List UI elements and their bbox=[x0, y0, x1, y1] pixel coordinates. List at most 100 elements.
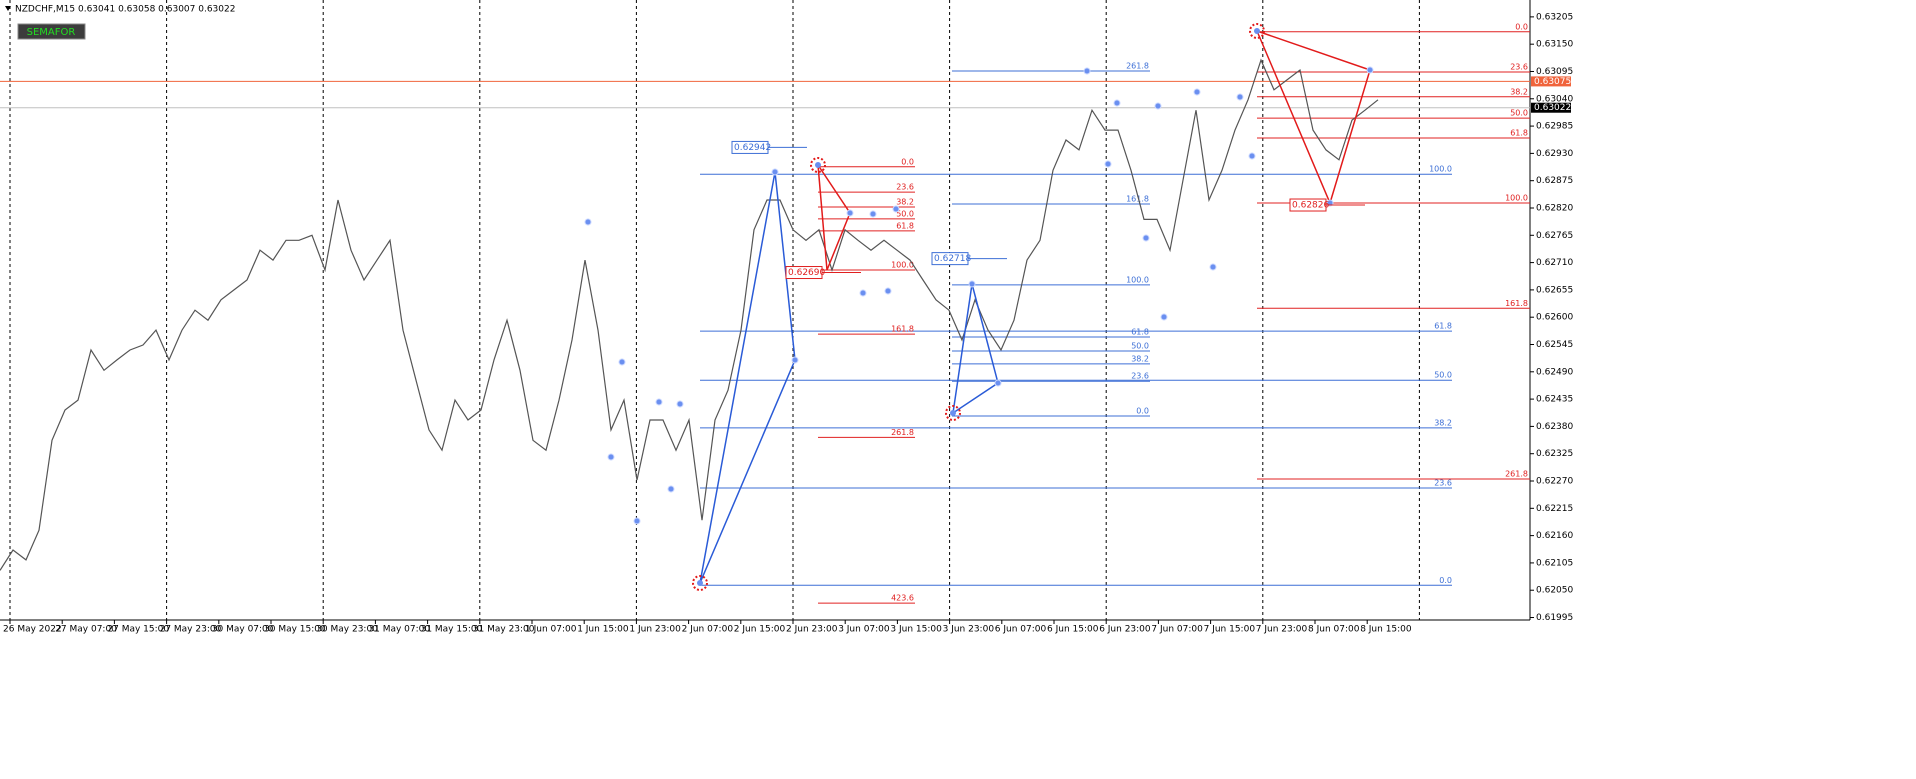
header: NZDCHF,M15 0.63041 0.63058 0.63007 0.630… bbox=[15, 5, 235, 15]
fib-label: 61.8 bbox=[896, 221, 914, 230]
semafor-dot bbox=[618, 358, 626, 366]
semafor-dot bbox=[584, 218, 592, 226]
price-level-tag bbox=[1531, 76, 1571, 87]
fib-label: 23.6 bbox=[896, 183, 914, 192]
y-tick-label: 0.63205 bbox=[1536, 12, 1573, 22]
x-tick-label: 8 Jun 15:00 bbox=[1360, 625, 1412, 635]
x-tick-label: 7 Jun 07:00 bbox=[1151, 625, 1203, 635]
fib-label: 50.0 bbox=[1131, 341, 1149, 350]
semafor-dot bbox=[1236, 93, 1244, 101]
semafor-dot bbox=[1083, 67, 1091, 75]
x-tick-label: 1 Jun 23:00 bbox=[629, 625, 681, 635]
fib-label: 23.6 bbox=[1131, 372, 1149, 381]
y-tick-label: 0.62050 bbox=[1536, 586, 1573, 596]
x-tick-label: 1 Jun 07:00 bbox=[525, 625, 577, 635]
semafor-star bbox=[810, 157, 826, 173]
semafor-dot bbox=[968, 280, 976, 288]
x-tick-label: 7 Jun 23:00 bbox=[1256, 625, 1308, 635]
fib-label: 0.0 bbox=[1515, 22, 1528, 31]
x-tick-label: 6 Jun 23:00 bbox=[1099, 625, 1151, 635]
fib-label: 38.2 bbox=[896, 197, 914, 206]
fib-label: 38.2 bbox=[1510, 87, 1528, 96]
semafor-dot bbox=[791, 356, 799, 364]
fib-label: 50.0 bbox=[896, 209, 914, 218]
fib-label: 38.2 bbox=[1131, 354, 1149, 363]
semafor-button[interactable] bbox=[17, 23, 86, 40]
y-tick-label: 0.62270 bbox=[1536, 477, 1573, 487]
semafor-dot bbox=[1154, 102, 1162, 110]
semafor-dot bbox=[633, 517, 641, 525]
x-tick-label: 3 Jun 23:00 bbox=[943, 625, 995, 635]
semafor-dot bbox=[1209, 263, 1217, 271]
semafor-dot bbox=[1104, 160, 1112, 168]
semafor-dot bbox=[1366, 66, 1374, 74]
fib-label: 23.6 bbox=[1510, 62, 1528, 71]
y-tick-label: 0.61995 bbox=[1536, 613, 1573, 623]
fib-label: 38.2 bbox=[1434, 418, 1452, 427]
y-tick-label: 0.62600 bbox=[1536, 313, 1573, 323]
x-tick-label: 31 May 23:00 bbox=[473, 625, 535, 635]
x-tick-label: 6 Jun 15:00 bbox=[1047, 625, 1099, 635]
y-tick-label: 0.62215 bbox=[1536, 504, 1573, 514]
x-tick-label: 31 May 07:00 bbox=[368, 625, 430, 635]
x-tick-label: 26 May 2022 bbox=[3, 625, 62, 635]
x-tick-label: 30 May 23:00 bbox=[316, 625, 378, 635]
semafor-core bbox=[697, 580, 703, 586]
price-tag-label: 0.62690 bbox=[788, 268, 825, 278]
y-tick-label: 0.62325 bbox=[1536, 449, 1573, 459]
semafor-dot bbox=[667, 485, 675, 493]
semafor-dot bbox=[1326, 199, 1334, 207]
fib-label: 0.0 bbox=[901, 157, 914, 166]
pattern bbox=[699, 171, 796, 584]
y-tick-label: 0.63095 bbox=[1536, 67, 1573, 77]
semafor-dot bbox=[892, 205, 900, 213]
x-tick-label: 2 Jun 15:00 bbox=[734, 625, 786, 635]
fib-label: 0.0 bbox=[1439, 576, 1452, 585]
x-tick-label: 6 Jun 07:00 bbox=[995, 625, 1047, 635]
fib-label: 100.0 bbox=[1505, 194, 1528, 203]
semafor-core bbox=[950, 410, 956, 416]
semafor-star bbox=[692, 575, 708, 591]
fib-label: 100.0 bbox=[1429, 165, 1452, 174]
fib-label: 423.6 bbox=[891, 594, 914, 603]
y-tick-label: 0.62985 bbox=[1536, 122, 1573, 132]
fib-label: 61.8 bbox=[1510, 128, 1528, 137]
x-tick-label: 31 May 15:00 bbox=[421, 625, 483, 635]
y-tick-label: 0.63040 bbox=[1536, 94, 1573, 104]
fib-label: 261.8 bbox=[1126, 61, 1149, 70]
fib-label: 50.0 bbox=[1434, 371, 1452, 380]
y-tick-label: 0.62380 bbox=[1536, 422, 1573, 432]
x-tick-label: 27 May 07:00 bbox=[55, 625, 117, 635]
x-tick-label: 2 Jun 23:00 bbox=[786, 625, 838, 635]
semafor-dot bbox=[1142, 234, 1150, 242]
semafor-dot bbox=[994, 379, 1002, 387]
y-tick-label: 0.62655 bbox=[1536, 285, 1573, 295]
x-tick-label: 27 May 15:00 bbox=[107, 625, 169, 635]
price-line bbox=[0, 58, 1379, 571]
fib-label: 100.0 bbox=[1126, 275, 1149, 284]
y-tick-label: 0.63150 bbox=[1536, 40, 1573, 50]
semafor-label[interactable]: SEMAFOR bbox=[27, 27, 76, 38]
semafor-dot bbox=[884, 287, 892, 295]
y-tick-label: 0.62930 bbox=[1536, 149, 1573, 159]
price-level-tag bbox=[1531, 102, 1571, 113]
fib-label: 0.0 bbox=[1136, 406, 1149, 415]
semafor-star bbox=[1249, 23, 1265, 39]
x-tick-label: 30 May 15:00 bbox=[264, 625, 326, 635]
semafor-dot bbox=[1248, 152, 1256, 160]
semafor-dot bbox=[607, 453, 615, 461]
pattern bbox=[952, 283, 999, 415]
semafor-dot bbox=[846, 209, 854, 217]
x-tick-label: 7 Jun 15:00 bbox=[1204, 625, 1256, 635]
fib-label: 23.6 bbox=[1434, 478, 1452, 487]
semafor-star bbox=[945, 405, 961, 421]
price-level-label: 0.63022 bbox=[1534, 103, 1571, 113]
semafor-dot bbox=[655, 398, 663, 406]
y-tick-label: 0.62435 bbox=[1536, 395, 1573, 405]
fib-label: 161.8 bbox=[891, 325, 914, 334]
y-tick-label: 0.62765 bbox=[1536, 231, 1573, 241]
semafor-core bbox=[815, 162, 821, 168]
pattern bbox=[1255, 29, 1371, 206]
